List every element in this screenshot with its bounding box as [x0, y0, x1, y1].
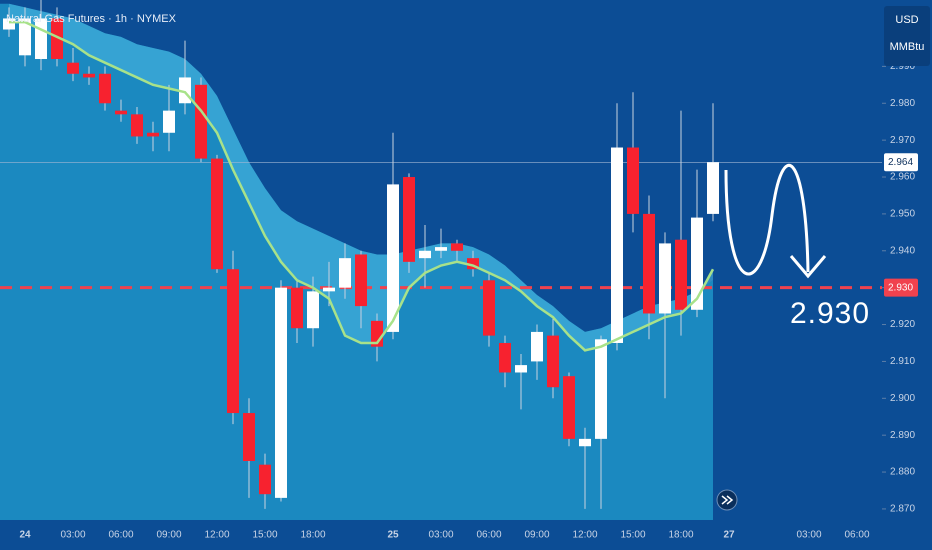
candle-body: [403, 177, 415, 262]
candle-body: [115, 110, 127, 115]
candle-body: [147, 132, 159, 137]
candle-body: [243, 413, 255, 461]
x-tick-label: 18:00: [300, 530, 325, 541]
candle-body: [467, 258, 479, 270]
x-tick-label: 06:00: [476, 530, 501, 541]
x-tick-label: 24: [19, 530, 31, 541]
arrow-head: [789, 255, 827, 279]
go-icon: [721, 495, 734, 505]
target-annotation: 2.930: [790, 297, 870, 330]
candle-body: [515, 365, 527, 373]
candle-body: [531, 331, 543, 362]
x-tick-label: 06:00: [844, 530, 869, 541]
candle-body: [547, 335, 559, 388]
candle-body: [195, 84, 207, 159]
candle-body: [131, 114, 143, 137]
candle-body: [211, 158, 223, 270]
x-tick-label: 25: [387, 530, 399, 541]
candle-body: [563, 376, 575, 439]
x-tick-label: 15:00: [252, 530, 277, 541]
candle-body: [659, 243, 671, 314]
y-tick-label: 2.950: [890, 209, 915, 220]
currency-box[interactable]: [884, 6, 930, 66]
candle-body: [579, 438, 591, 447]
candle-body: [483, 280, 495, 336]
candle-body: [707, 162, 719, 214]
candle-body: [627, 147, 639, 214]
y-tick-label: 2.990: [890, 61, 915, 72]
target-label: 2.930: [888, 282, 913, 293]
last-price-label: 2.964: [888, 157, 913, 168]
candle-body: [83, 73, 95, 78]
target-box: [884, 278, 918, 297]
y-tick-label: 2.920: [890, 319, 915, 330]
candle-body: [275, 287, 287, 498]
x-tick-label: 06:00: [108, 530, 133, 541]
x-tick-label: 15:00: [620, 530, 645, 541]
x-tick-label: 03:00: [796, 530, 821, 541]
y-tick-label: 2.960: [890, 172, 915, 183]
candle-body: [419, 250, 431, 259]
x-tick-label: 18:00: [668, 530, 693, 541]
candle-body: [595, 339, 607, 439]
y-tick-label: 2.900: [890, 393, 915, 404]
currency: USD: [895, 14, 918, 26]
candle-body: [643, 213, 655, 314]
candle-body: [19, 18, 31, 56]
candle-body: [339, 258, 351, 288]
candle-body: [67, 62, 79, 74]
x-tick-label: 27: [723, 530, 735, 541]
candle-body: [99, 73, 111, 104]
y-tick-label: 2.880: [890, 467, 915, 478]
candle-body: [611, 147, 623, 343]
candle-body: [227, 269, 239, 414]
candle-body: [3, 18, 15, 30]
y-tick-label: 2.980: [890, 98, 915, 109]
candle-body: [291, 287, 303, 329]
x-tick-label: 12:00: [572, 530, 597, 541]
last-price-box: [884, 153, 918, 172]
y-tick-label: 2.940: [890, 245, 915, 256]
x-tick-label: 09:00: [524, 530, 549, 541]
x-tick-label: 09:00: [156, 530, 181, 541]
forecast-arrow: [724, 164, 810, 276]
candle-body: [451, 243, 463, 251]
candle-body: [51, 18, 63, 60]
unit: MMBtu: [890, 41, 925, 53]
y-tick-label: 2.870: [890, 504, 915, 515]
y-tick-label: 2.910: [890, 356, 915, 367]
x-tick-label: 03:00: [428, 530, 453, 541]
x-tick-label: 03:00: [60, 530, 85, 541]
candle-body: [259, 464, 271, 495]
candle-body: [675, 239, 687, 310]
candle-body: [307, 291, 319, 329]
candle-body: [355, 254, 367, 307]
candle-body: [163, 110, 175, 133]
y-tick-label: 2.890: [890, 430, 915, 441]
candle-body: [691, 217, 703, 310]
candle-body: [435, 247, 447, 251]
candle-body: [387, 184, 399, 332]
chart-title: Natural Gas Futures · 1h · NYMEX: [6, 13, 177, 25]
candle-body: [499, 342, 511, 373]
moving-average: [9, 20, 715, 352]
candle-body: [323, 287, 335, 292]
x-tick-label: 12:00: [204, 530, 229, 541]
y-tick-label: 2.970: [890, 135, 915, 146]
